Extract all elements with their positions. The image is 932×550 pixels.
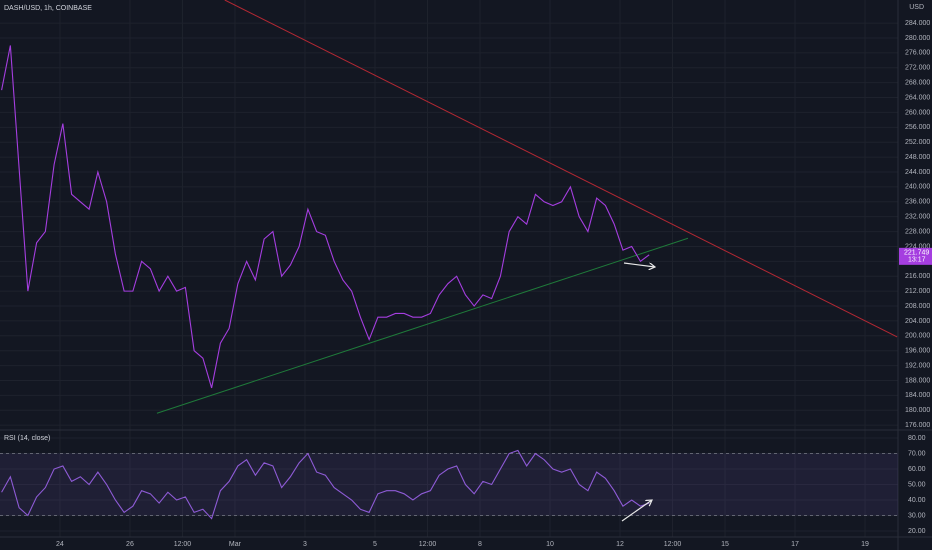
y-tick-label: 232.000 [905, 214, 930, 221]
y-tick-label: 240.000 [905, 184, 930, 191]
x-tick-label: 17 [791, 541, 799, 548]
y-tick-label: 276.000 [905, 50, 930, 57]
y-tick-label: 244.000 [905, 169, 930, 176]
marks [0, 0, 898, 520]
y-tick-label: 70.00 [908, 450, 926, 457]
y-tick-label: 256.000 [905, 124, 930, 131]
x-tick-label: 26 [126, 541, 134, 548]
x-tick-label: 15 [721, 541, 729, 548]
y-tick-label: 228.000 [905, 228, 930, 235]
x-tick-label: Mar [229, 541, 242, 548]
x-tick-label: 12:00 [419, 541, 437, 548]
y-tick-label: 184.000 [905, 392, 930, 399]
axes: 24 26 12:00 Mar 3 5 12:00 8 10 12 12:00 15 17 19 176.0… [56, 20, 932, 548]
y-tick-label: 60.00 [908, 466, 926, 473]
x-tick-label: 5 [373, 541, 377, 548]
y-tick-label: 260.000 [905, 109, 930, 116]
y-tick-label: 40.00 [908, 497, 926, 504]
chart-title: DASH/USD, 1h, COINBASE [4, 5, 92, 12]
price-line [1, 449, 650, 520]
y-tick-label: 176.000 [905, 422, 930, 429]
y-tick-label: 212.000 [905, 288, 930, 295]
y-tick-label: 180.000 [905, 407, 930, 414]
y-tick-label: 30.00 [908, 512, 926, 519]
x-tick-label: 12:00 [664, 541, 682, 548]
grid [0, 0, 898, 537]
y-tick-label: 80.00 [908, 435, 926, 442]
y-tick-label: 20.00 [908, 528, 926, 535]
x-tick-label: 3 [303, 541, 307, 548]
y-tick-label: 192.000 [905, 362, 930, 369]
y-tick-label: 248.000 [905, 154, 930, 161]
currency: USD [909, 4, 924, 11]
last-price-label: 221.749 [904, 250, 929, 257]
y-tick-label: 224.000 [905, 243, 930, 250]
y-tick-label: 204.000 [905, 318, 930, 325]
x-tick-label: 19 [861, 541, 869, 548]
arrow [623, 262, 655, 267]
x-tick-label: 12:00 [174, 541, 192, 548]
y-tick-label: 284.000 [905, 20, 930, 27]
x-tick-label: 8 [478, 541, 482, 548]
y-tick-label: 264.000 [905, 94, 930, 101]
trendline [156, 237, 689, 414]
rsi-title: RSI (14, close) [4, 435, 50, 442]
y-tick-label: 252.000 [905, 139, 930, 146]
y-tick-label: 200.000 [905, 333, 930, 340]
last-price-tag [899, 247, 932, 265]
y-tick-label: 280.000 [905, 35, 930, 42]
countdown-label: 13:17 [908, 257, 926, 264]
x-tick-label: 12 [616, 541, 624, 548]
y-tick-label: 268.000 [905, 79, 930, 86]
y-tick-label: 272.000 [905, 65, 930, 72]
y-tick-label: 208.000 [905, 303, 930, 310]
y-tick-label: 196.000 [905, 348, 930, 355]
x-tick-label: 10 [546, 541, 554, 548]
y-tick-label: 50.00 [908, 481, 926, 488]
y-tick-label: 188.000 [905, 377, 930, 384]
arrow [621, 500, 652, 522]
x-tick-label: 24 [56, 541, 64, 548]
y-tick-label: 216.000 [905, 273, 930, 280]
y-tick-label: 236.000 [905, 199, 930, 206]
rsi-band-fill [0, 453, 898, 516]
trendline [224, 0, 898, 338]
price-line [1, 45, 650, 389]
